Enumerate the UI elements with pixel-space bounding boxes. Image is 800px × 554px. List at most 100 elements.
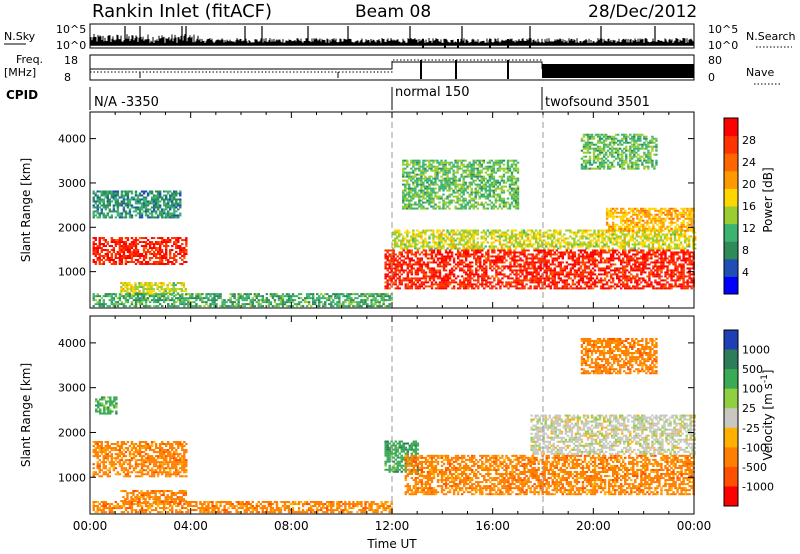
power-cell (179, 257, 182, 259)
power-cell (364, 303, 367, 306)
power-cell (94, 210, 97, 213)
power-cell (626, 287, 629, 290)
power-cell (469, 267, 472, 270)
power-cell (636, 261, 639, 264)
power-cell (432, 239, 435, 242)
power-cell (502, 235, 506, 238)
power-cell (555, 283, 558, 286)
power-cell (328, 295, 331, 298)
power-cell (386, 299, 389, 302)
power-cell (179, 249, 182, 252)
power-cell (167, 239, 170, 242)
power-cell (524, 231, 528, 234)
power-cell (477, 279, 480, 282)
power-cell (670, 287, 673, 290)
power-cell (175, 200, 178, 203)
power-cell (94, 206, 97, 209)
power-cell (416, 239, 419, 242)
power-cell (569, 285, 573, 288)
power-cell (517, 259, 520, 262)
power-cell (400, 263, 403, 266)
power-cell (104, 293, 107, 296)
power-cell (531, 259, 534, 262)
power-cell (502, 231, 506, 234)
power-cell (410, 237, 413, 240)
power-cell (174, 284, 177, 287)
power-cell (537, 249, 540, 252)
power-cell (575, 243, 578, 246)
power-cell (485, 283, 488, 286)
power-cell (203, 305, 206, 308)
power-cell (120, 241, 124, 244)
power-cell (124, 214, 128, 217)
power-cell (98, 303, 101, 306)
power-cell (593, 253, 597, 256)
power-cell (245, 297, 248, 300)
power-cell (525, 277, 528, 280)
power-cell (140, 255, 144, 258)
power-cell (571, 287, 575, 290)
power-cell (630, 269, 633, 272)
power-cell (579, 235, 582, 238)
power-cell (597, 279, 601, 282)
power-cell (164, 262, 168, 265)
power-cell (207, 293, 210, 296)
power-cell (376, 293, 379, 296)
power-cell (400, 259, 403, 262)
power-cell (540, 239, 544, 242)
power-cell (416, 259, 420, 262)
power-cell (537, 265, 540, 268)
power-cell (535, 287, 538, 290)
power-cell (235, 299, 238, 302)
power-cell (540, 243, 544, 246)
power-cell (378, 305, 381, 308)
power-cell (313, 301, 317, 304)
power-cell (658, 269, 661, 272)
power-cell (607, 267, 611, 270)
power-cell (563, 281, 567, 284)
power-cell (362, 295, 365, 298)
power-cell (134, 210, 138, 213)
power-cell (575, 275, 579, 278)
power-cell (551, 279, 554, 282)
power-cell (662, 267, 665, 270)
power-cell (514, 235, 518, 238)
power-cell (158, 196, 162, 199)
power-cell (112, 297, 116, 300)
power-cell (613, 257, 617, 260)
power-cell (426, 281, 430, 284)
power-cell (654, 261, 657, 264)
power-cell (534, 235, 538, 238)
power-cell (591, 239, 594, 242)
power-cell (559, 243, 562, 246)
power-cell (553, 283, 556, 286)
power-cell (577, 269, 581, 272)
power-cell (124, 247, 128, 250)
power-cell (156, 200, 160, 203)
power-cell (436, 259, 440, 262)
power-cell (569, 287, 573, 290)
power-cell (92, 293, 95, 296)
power-cell (538, 245, 542, 248)
power-cell (402, 279, 405, 282)
power-cell (144, 241, 148, 244)
power-cell (473, 253, 476, 256)
power-cell (497, 271, 500, 274)
power-cell (553, 245, 556, 248)
power-cell (529, 285, 532, 288)
power-cell (571, 243, 574, 246)
power-cell (579, 271, 583, 274)
power-cell (595, 235, 598, 238)
power-cell (543, 255, 546, 258)
power-cell (406, 267, 409, 270)
power-cell (521, 251, 524, 254)
power-cell (179, 214, 182, 217)
power-cell (154, 216, 158, 219)
power-cell (148, 253, 152, 256)
power-cell (489, 263, 492, 266)
power-cell (432, 237, 435, 240)
power-cell (666, 269, 669, 272)
power-cell (491, 281, 494, 284)
power-cell (326, 293, 329, 296)
power-cell (412, 237, 415, 240)
